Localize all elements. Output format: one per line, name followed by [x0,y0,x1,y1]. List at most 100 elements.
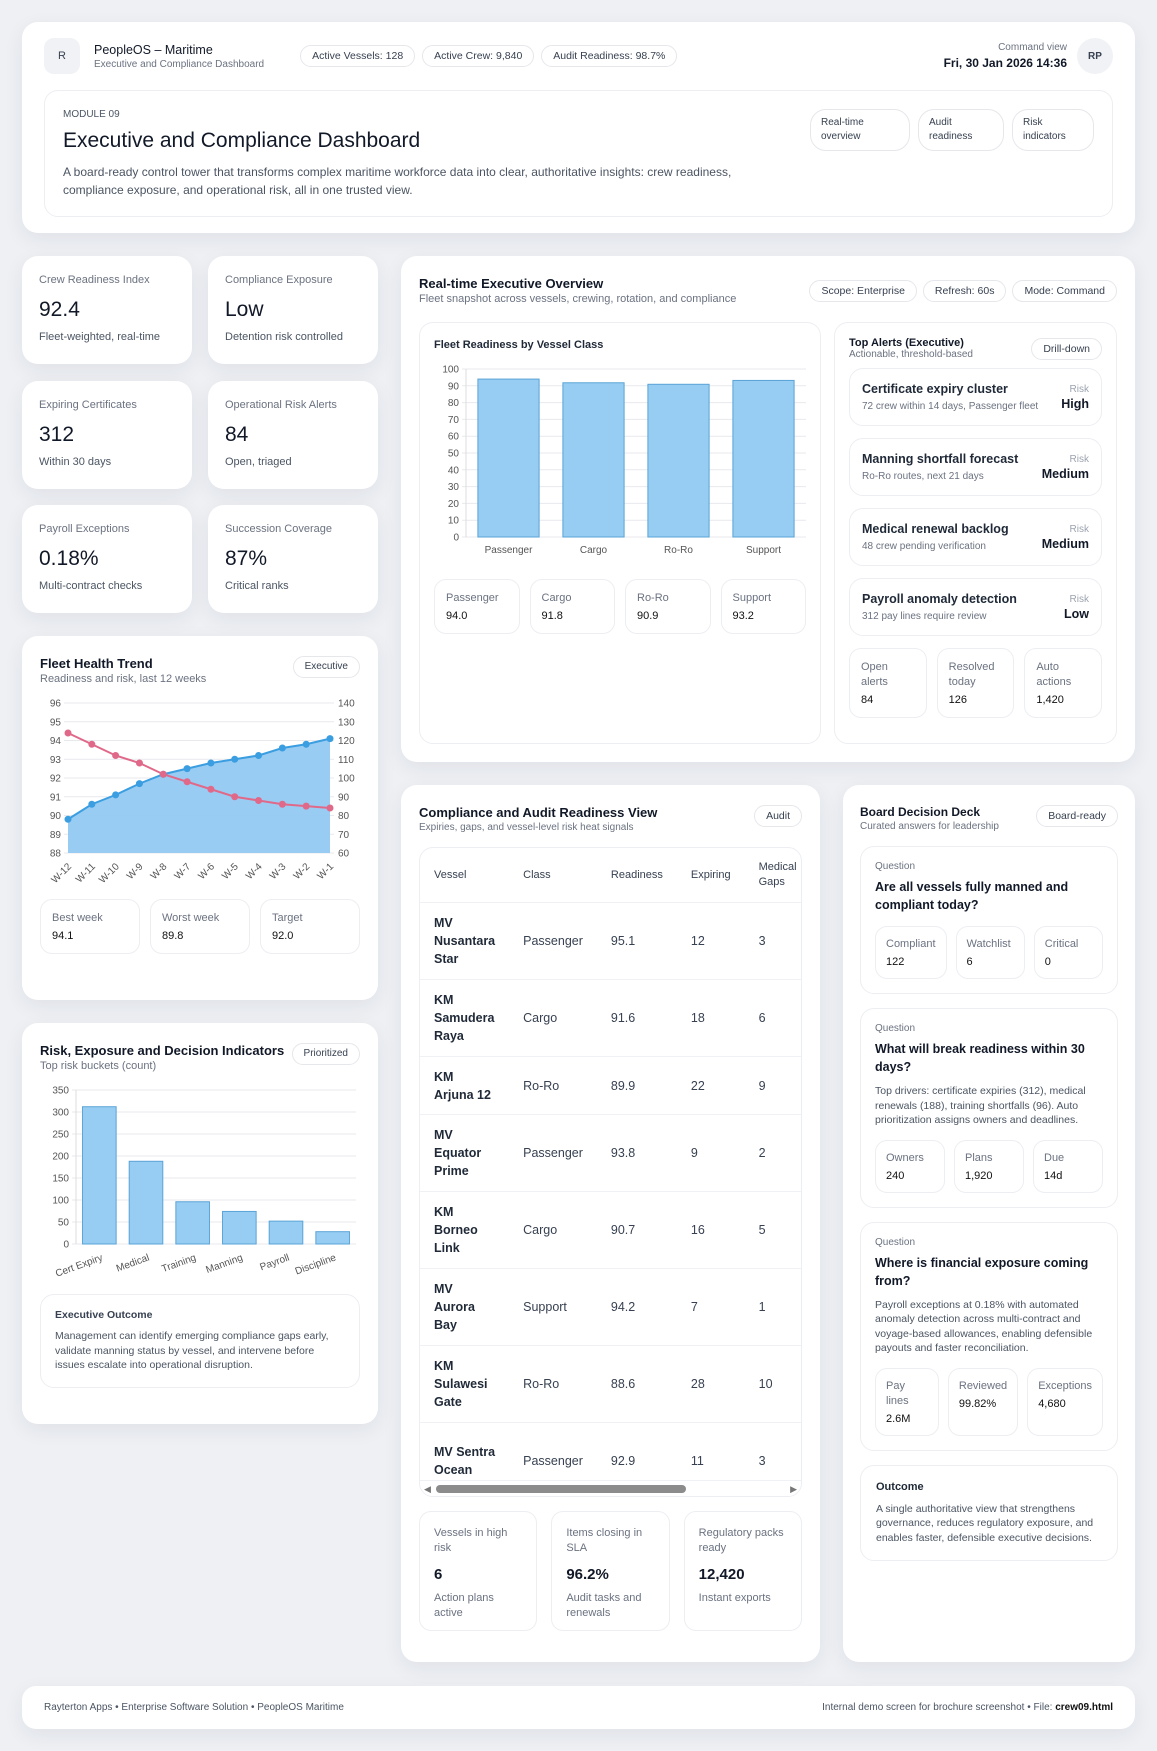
x-tick-label: Passenger [485,545,533,556]
table-cell: 94.2 [596,1268,677,1346]
y2-tick-label: 80 [338,811,350,822]
table-cell: 5 [744,1191,801,1269]
table-row[interactable]: MV Aurora Bay Support 94.2 7 1 [420,1268,801,1346]
alert-item[interactable]: Medical renewal backlog 48 crew pending v… [849,508,1102,566]
x-tick-label: W-3 [268,861,289,882]
column-header[interactable]: Medical Gaps [758,861,797,888]
x-tick-label: W-7 [173,861,194,882]
table-row[interactable]: KM Borneo Link Cargo 90.7 16 5 [420,1191,801,1269]
table-cell: 95.1 [596,902,677,980]
x-tick-label: Training [160,1252,197,1275]
target-stat: Target 92.0 [260,899,360,954]
column-header[interactable]: Readiness [610,869,663,881]
table-cell: 1 [744,1268,801,1346]
top-alerts-panel: Top Alerts (Executive) Actionable, thres… [834,322,1117,744]
table-cell: MV Equator Prime [420,1114,510,1192]
regulatory-packs-stat: Regulatory packs ready 12,420 Instant expo… [683,1511,802,1631]
x-tick-label: W-12 [50,861,75,886]
kpi-value: Low [225,298,264,321]
kpi-tile: Expiring Certificates 312 Within 30 days [22,381,192,489]
scope-pill[interactable]: Scope: Enterprise [809,280,917,302]
bar [175,1201,210,1245]
kpi-value: 312 [39,423,75,446]
y2-tick-label: 70 [338,830,350,841]
tag-risk[interactable]: Risk indicators [1012,109,1094,151]
board-ready-badge[interactable]: Board-ready [1036,805,1118,827]
x-tick-label: Ro-Ro [664,545,693,556]
tag-audit[interactable]: Audit readiness [918,109,1004,151]
x-tick-label: W-11 [74,861,98,885]
user-avatar[interactable]: RP [1077,38,1113,74]
kpi-label: Expiring Certificates [39,399,137,411]
risk-label: Risk [1069,593,1089,605]
kpi-value: 87% [225,547,268,570]
risk-level: High [1061,396,1089,411]
y2-tick-label: 140 [338,699,355,710]
horizontal-scrollbar[interactable]: ◀ ▶ [420,1480,801,1496]
kpi-label: Succession Coverage [225,523,333,535]
kpi-label: Payroll Exceptions [39,523,130,535]
alert-item[interactable]: Payroll anomaly detection 312 pay lines r… [849,578,1102,636]
alerts-title: Top Alerts (Executive) [849,337,964,349]
column-header[interactable]: Expiring [690,869,731,881]
risk-point [183,778,191,786]
risk-point [278,800,286,808]
refresh-pill[interactable]: Refresh: 60s [922,280,1007,302]
table-row[interactable]: KM Sulawesi Gate Ro-Ro 88.6 28 10 [420,1345,801,1423]
compliance-table-wrap[interactable]: Vessel Class Readiness Expiring Medical Gaps… [419,847,802,1497]
table-cell: Ro-Ro [509,1345,597,1423]
readiness-point [326,735,334,743]
risk-point [326,804,334,812]
bar [222,1210,257,1245]
compliance-card: Compliance and Audit Readiness View Expi… [401,785,820,1662]
y2-tick-label: 60 [338,849,350,860]
table-cell: 10 [744,1345,801,1423]
y-tick-label: 250 [52,1130,69,1141]
x-tick-label: Discipline [294,1252,338,1277]
table-cell: KM Arjuna 12 [420,1056,510,1115]
scroll-right-arrow-icon[interactable]: ▶ [790,1484,797,1494]
stat-active-vessels: Active Vessels: 128 [300,45,416,67]
kpi-tile: Compliance Exposure Low Detention risk con… [208,256,378,364]
risk-card: Risk, Exposure and Decision Indicators T… [22,1023,378,1424]
table-row[interactable]: MV Equator Prime Passenger 93.8 9 2 [420,1114,801,1192]
y-tick-label: 90 [50,811,62,822]
y2-tick-label: 130 [338,717,355,728]
y-tick-label: 92 [50,774,62,785]
y-tick-label: 150 [52,1174,69,1185]
table-row[interactable]: MV Nusantara Star Passenger 95.1 12 3 [420,902,801,980]
alert-title: Medical renewal backlog [862,522,1009,536]
column-header[interactable]: Class [523,869,551,881]
table-cell: Support [509,1268,597,1346]
drill-down-button[interactable]: Drill-down [1031,337,1102,360]
table-row[interactable]: KM Samudera Raya Cargo 91.6 18 6 [420,979,801,1057]
x-tick-label: Cert Expiry [54,1252,104,1279]
alert-detail: 312 pay lines require review [862,611,987,622]
fleet-health-card: Fleet Health Trend Readiness and risk, l… [22,636,378,1000]
scroll-left-arrow-icon[interactable]: ◀ [424,1484,431,1494]
readiness-line [67,737,331,821]
table-row[interactable]: KM Arjuna 12 Ro-Ro 89.9 22 9 [420,1056,801,1115]
audit-badge[interactable]: Audit [754,805,802,827]
table-cell: 91.6 [596,979,677,1057]
y-tick-label: 100 [52,1196,69,1207]
mode-pill[interactable]: Mode: Command [1012,280,1117,302]
executive-badge[interactable]: Executive [292,656,360,678]
question-stat: Critical 0 [1033,926,1103,979]
x-tick-label: W-8 [149,861,170,882]
alerts-subtitle: Actionable, threshold-based [849,349,973,360]
y-tick-label: 88 [50,849,62,860]
bar [315,1231,350,1245]
hero-description: A board-ready control tower that transfo… [63,165,732,197]
alert-item[interactable]: Certificate expiry cluster 72 crew within… [849,368,1102,426]
readiness-point [302,740,310,748]
x-tick-label: Payroll [259,1252,291,1273]
board-outcome-text: A single authoritative view that strengt… [876,1502,1094,1544]
tag-real-time[interactable]: Real-time overview [810,109,910,151]
fleet-health-title: Fleet Health Trend [40,656,153,671]
class-stat-support: Support 93.2 [720,579,806,634]
prioritized-badge[interactable]: Prioritized [291,1043,360,1065]
scrollbar-thumb[interactable] [436,1485,686,1493]
alert-item[interactable]: Manning shortfall forecast Ro-Ro routes, … [849,438,1102,496]
column-header[interactable]: Vessel [434,869,467,881]
